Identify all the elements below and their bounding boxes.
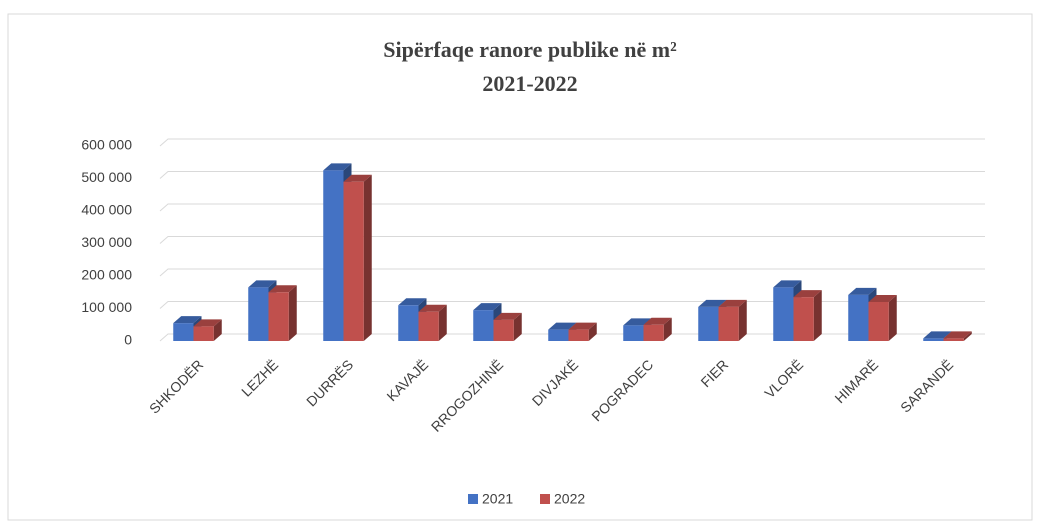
bar: [698, 306, 719, 341]
bar: [173, 323, 194, 341]
legend-swatch: [540, 494, 550, 504]
bar: [568, 329, 589, 341]
chart-title: Sipërfaqe ranore publike në m²: [383, 37, 677, 62]
bar-top: [623, 318, 652, 326]
bar: [793, 297, 814, 341]
bar-top: [848, 287, 877, 295]
bar-side: [813, 290, 822, 341]
bar: [418, 311, 439, 341]
bar-top: [773, 280, 802, 288]
bar-top: [268, 285, 297, 293]
legend-label: 2022: [554, 491, 585, 507]
bar: [493, 319, 514, 341]
bar-top: [943, 331, 972, 339]
bar-side: [513, 312, 522, 341]
bar: [773, 287, 794, 341]
y-tick-label: 300 000: [81, 234, 132, 250]
y-tick-label: 400 000: [81, 202, 132, 218]
bar-side: [213, 319, 222, 341]
legend-label: 2021: [482, 491, 513, 507]
chart-subtitle: 2021-2022: [482, 71, 577, 96]
grid-line: [159, 236, 985, 244]
grid-line: [159, 171, 985, 179]
bar-side: [588, 322, 597, 341]
bar: [268, 292, 289, 341]
bar-side: [663, 317, 672, 341]
grid-line: [159, 203, 985, 212]
bar: [643, 324, 664, 341]
bar-top: [343, 174, 372, 182]
bar: [848, 294, 869, 341]
bar-top: [173, 316, 202, 324]
bar-side: [738, 299, 747, 341]
bar-top: [473, 303, 502, 311]
bar: [343, 181, 364, 341]
bar-top: [643, 317, 672, 325]
grid-line: [159, 268, 985, 277]
grid-line: [159, 138, 985, 147]
bar-top: [248, 280, 277, 288]
bar: [623, 325, 644, 341]
y-tick-label: 0: [124, 332, 132, 348]
y-tick-label: 200 000: [81, 267, 132, 283]
bar: [193, 326, 214, 341]
bar-side: [438, 304, 447, 341]
bar-top: [868, 295, 897, 302]
bar: [868, 302, 889, 341]
chart-frame: [7, 13, 1033, 521]
y-tick-label: 100 000: [81, 299, 132, 315]
bar: [718, 306, 739, 341]
bar: [473, 310, 494, 341]
y-tick-label: 600 000: [81, 137, 132, 153]
bar-top: [568, 322, 597, 330]
bar: [943, 338, 964, 341]
bar-top: [418, 304, 447, 312]
bar: [248, 287, 269, 341]
bar-top: [698, 299, 727, 307]
bar: [398, 305, 419, 341]
bar-top: [548, 322, 577, 330]
bar-top: [923, 331, 952, 339]
bar-side: [288, 285, 297, 341]
bar: [323, 170, 344, 341]
legend-swatch: [468, 494, 478, 504]
bar-top: [718, 299, 747, 307]
bar-side: [963, 331, 972, 341]
bar-top: [193, 319, 222, 327]
bar-top: [793, 290, 822, 298]
bar-top: [323, 163, 352, 171]
bar-side: [888, 295, 897, 341]
bar-side: [363, 174, 372, 341]
bar-top: [398, 298, 427, 306]
y-tick-label: 500 000: [81, 169, 132, 185]
bar: [923, 338, 944, 341]
bar-top: [493, 312, 522, 320]
bar: [548, 329, 569, 341]
